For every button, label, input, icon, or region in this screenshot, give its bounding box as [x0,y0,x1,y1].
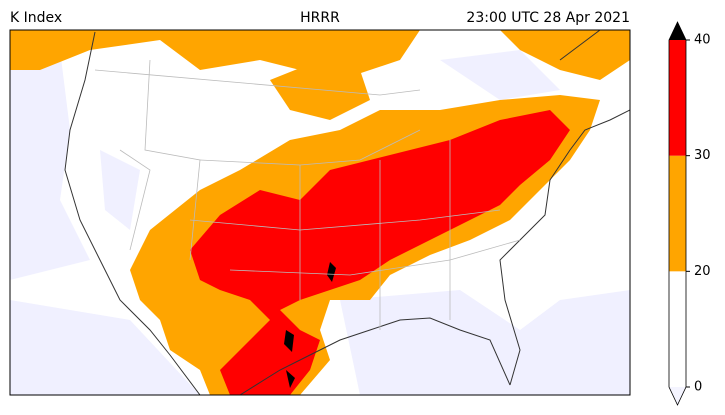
title-center: HRRR [300,10,340,26]
colorbar-under [669,387,686,405]
title-left: K Index [10,10,62,26]
colorbar-segment [669,155,686,272]
colorbar-over [669,22,686,40]
colorbar-tick-label: 30 [694,148,711,163]
title-right: 23:00 UTC 28 Apr 2021 [466,10,630,26]
colorbar-tick-label: 40 [694,33,711,48]
colorbar-tick-label: 0 [694,380,702,395]
colorbar-tick-label: 20 [694,264,711,279]
colorbar-segment [669,271,686,387]
coastline [64,30,630,395]
extreme-values [284,262,336,388]
colorbar: 0 20 30 40 [668,21,711,406]
low-values [10,50,630,395]
map [9,29,631,396]
map-frame [9,29,631,396]
borders [94,59,521,330]
colorbar-segment [669,40,686,156]
